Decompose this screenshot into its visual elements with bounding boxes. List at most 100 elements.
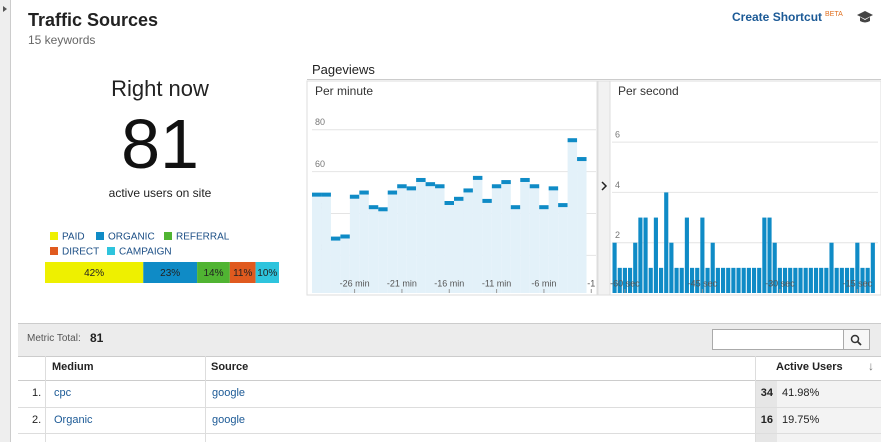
step (454, 196, 464, 201)
area (529, 186, 540, 293)
area (312, 194, 322, 293)
source[interactable]: google (212, 414, 246, 426)
x-tick-label: -11 min (482, 278, 511, 288)
bar (772, 242, 777, 293)
bar (839, 267, 844, 293)
area (435, 186, 445, 293)
search-button[interactable] (843, 329, 870, 350)
bar (782, 267, 788, 293)
panel-title: Per second (618, 84, 679, 98)
segment-label: 10% (257, 268, 277, 279)
bar (844, 267, 850, 293)
step (567, 138, 578, 143)
area (463, 190, 473, 293)
bar (777, 267, 782, 293)
step (387, 190, 398, 195)
area (510, 207, 521, 293)
area (482, 200, 492, 293)
area (368, 207, 379, 293)
col-rule (755, 356, 756, 442)
step (312, 192, 322, 197)
side-strip[interactable] (0, 0, 11, 442)
charts-title: Pageviews (312, 62, 375, 77)
source[interactable]: google (212, 387, 246, 399)
bar (674, 267, 679, 293)
y-tick-label: 6 (615, 130, 620, 140)
bar (788, 267, 793, 293)
area (454, 198, 464, 293)
x-tick-label: -45 sec (688, 278, 718, 288)
search-box[interactable] (712, 329, 844, 350)
bar (705, 267, 710, 293)
segment-label: 11% (233, 268, 252, 279)
col-rule (45, 356, 46, 442)
y-tick-label: 2 (615, 230, 620, 240)
x-tick-label: -1 (587, 278, 595, 288)
metric-label: Metric Total: (27, 333, 81, 344)
beta-tag: BETA (825, 11, 843, 18)
medium[interactable]: Organic (54, 414, 93, 426)
create-shortcut[interactable]: Create Shortcut (732, 10, 823, 24)
area (330, 238, 341, 293)
x-tick-label: -15 sec (843, 278, 873, 288)
users-pct: 19.75% (782, 414, 820, 426)
bar (659, 267, 664, 293)
bar (793, 267, 798, 293)
charts-rule (307, 79, 881, 80)
segment (143, 262, 198, 283)
step (349, 194, 360, 199)
bar (684, 217, 689, 293)
x-tick-label: -26 min (340, 278, 370, 288)
step (321, 192, 331, 197)
sort-arrow[interactable]: ↓ (868, 359, 874, 373)
y-tick-label: 4 (615, 180, 620, 190)
segment (229, 262, 256, 283)
step (406, 186, 417, 191)
legend-label: PAID (62, 232, 85, 243)
col-header[interactable]: Medium (52, 361, 94, 373)
segment-label: 23% (160, 268, 180, 279)
bar (824, 267, 829, 293)
bar (617, 267, 622, 293)
bar (813, 267, 819, 293)
medium[interactable]: cpc (54, 387, 72, 399)
step (359, 190, 369, 195)
bar (648, 267, 653, 293)
segment (255, 262, 279, 283)
x-tick-label: -60 sec (610, 278, 640, 288)
bar (834, 267, 839, 293)
step (340, 234, 350, 239)
bar (855, 242, 860, 293)
area (359, 192, 369, 293)
charts: 42% PAID 23% ORGANIC 14% REFERRAL 11% DIRECT 10%… (45, 80, 881, 296)
bar (751, 267, 757, 293)
bar (746, 267, 751, 293)
bar (700, 217, 705, 293)
users: 34 (760, 387, 773, 399)
step (397, 184, 407, 189)
arrow (3, 6, 7, 12)
bar (679, 267, 684, 293)
bar (695, 267, 700, 293)
y-tick-label: 60 (315, 159, 325, 169)
legend-swatch (96, 232, 104, 240)
step (444, 201, 454, 205)
col-header[interactable]: Source (211, 361, 249, 373)
bar (638, 217, 643, 293)
area (340, 236, 350, 293)
bar (669, 242, 674, 293)
x-tick-label: -30 sec (765, 278, 795, 288)
area (416, 179, 426, 293)
area (444, 203, 454, 293)
col-header[interactable]: Active Users (776, 361, 843, 373)
area (520, 179, 530, 293)
step (378, 207, 388, 212)
bar (689, 267, 695, 293)
area (321, 194, 331, 293)
step (330, 236, 341, 241)
right-now-caption: active users on site (108, 186, 212, 200)
table: Medium Source Active Users ↓ 1. cpc goog… (18, 356, 881, 442)
bar (819, 267, 824, 293)
area (406, 188, 417, 293)
